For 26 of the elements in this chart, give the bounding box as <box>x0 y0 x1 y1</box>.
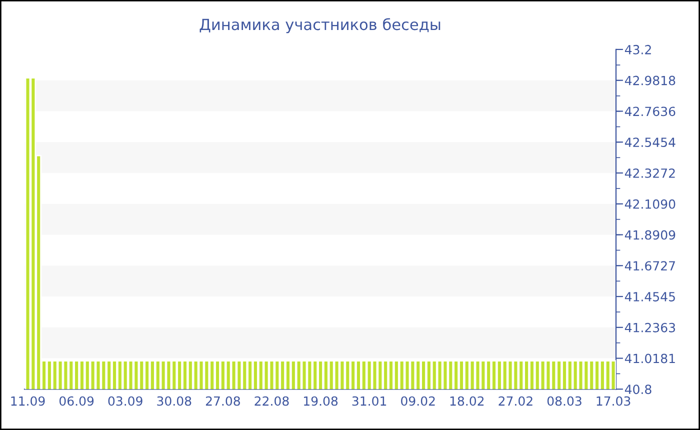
x-tick-label: 31.01 <box>352 396 386 406</box>
y-tick-label: 41.6727 <box>624 261 675 271</box>
x-tick-label: 08.03 <box>547 396 582 406</box>
y-tick-label: 40.8 <box>624 384 652 394</box>
y-tick-label: 43.2 <box>624 44 651 54</box>
y-tick-label: 42.7636 <box>624 106 676 116</box>
y-tick-label: 41.8909 <box>624 230 676 240</box>
y-tick-label: 42.5454 <box>624 138 676 148</box>
y-tick-label: 42.1090 <box>624 199 676 209</box>
y-tick-label: 41.0181 <box>624 354 675 364</box>
x-tick-label: 30.08 <box>157 396 192 406</box>
x-tick-label: 09.02 <box>401 396 435 406</box>
x-tick-label: 06.09 <box>59 396 94 406</box>
y-tick-label: 41.4545 <box>624 292 675 302</box>
x-tick-label: 19.08 <box>304 396 338 406</box>
y-tick-label: 42.9818 <box>624 76 676 86</box>
chart-title: Динамика участников беседы <box>200 18 440 34</box>
x-tick-label: 11.09 <box>11 396 45 406</box>
x-tick-label: 22.08 <box>254 396 289 406</box>
x-tick-label: 27.08 <box>206 396 240 406</box>
x-tick-label: 18.02 <box>450 396 484 406</box>
x-tick-label: 27.02 <box>498 396 532 406</box>
x-tick-label: 17.03 <box>596 396 630 406</box>
y-tick-label: 41.2363 <box>624 322 676 332</box>
x-tick-label: 03.09 <box>108 396 142 406</box>
y-tick-label: 42.3272 <box>624 168 675 178</box>
